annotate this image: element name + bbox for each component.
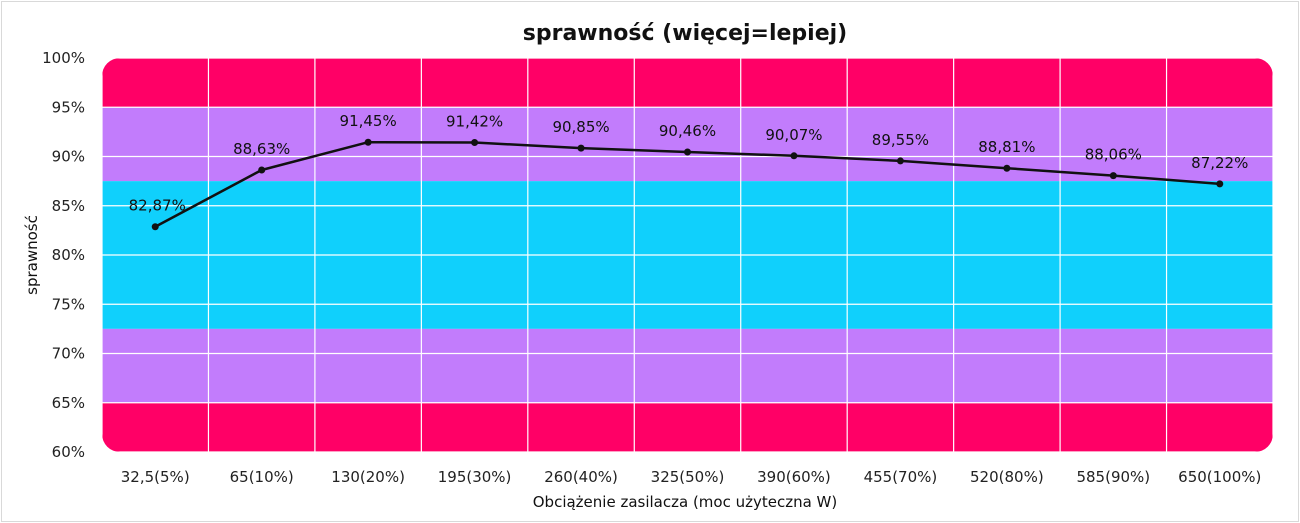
data-label: 88,06% xyxy=(1085,146,1142,164)
x-tick-label: 130(20%) xyxy=(331,468,405,486)
data-label: 82,87% xyxy=(129,197,186,215)
x-tick-label: 32,5(5%) xyxy=(121,468,190,486)
x-tick-label: 455(70%) xyxy=(864,468,938,486)
y-tick-label: 100% xyxy=(42,49,85,67)
data-point xyxy=(1003,164,1011,172)
y-tick-label: 75% xyxy=(52,295,85,313)
data-point xyxy=(258,166,266,174)
data-point xyxy=(471,139,479,147)
data-point xyxy=(1109,172,1117,180)
data-label: 90,85% xyxy=(552,118,609,136)
data-label: 88,81% xyxy=(978,138,1035,156)
data-point xyxy=(1216,180,1224,188)
gridlines xyxy=(102,58,1273,452)
data-point xyxy=(896,157,904,165)
y-tick-label: 95% xyxy=(52,98,85,116)
data-label: 91,45% xyxy=(340,112,397,130)
x-tick-label: 325(50%) xyxy=(651,468,725,486)
data-point xyxy=(790,152,798,160)
data-label: 90,46% xyxy=(659,122,716,140)
y-tick-label: 65% xyxy=(52,394,85,412)
data-point xyxy=(577,144,585,152)
x-tick-label: 390(60%) xyxy=(757,468,831,486)
data-label: 90,07% xyxy=(765,126,822,144)
y-axis-label: sprawność xyxy=(23,215,41,295)
y-tick-label: 85% xyxy=(52,197,85,215)
data-label: 88,63% xyxy=(233,140,290,158)
background-band-4 xyxy=(102,402,1273,452)
data-label: 89,55% xyxy=(872,131,929,149)
y-tick-label: 70% xyxy=(52,345,85,363)
y-axis-ticks: 100% 95% 90% 85% 80% 75% 70% 65% 60% xyxy=(42,49,85,461)
series-efficiency: 82,87% 88,63% 91,45% 91,42% 90,85% 90,46% 90,0… xyxy=(129,112,1248,231)
x-tick-label: 650(100%) xyxy=(1178,468,1261,486)
data-point xyxy=(364,138,372,146)
x-axis-label: Obciążenie zasilacza (moc użyteczna W) xyxy=(533,493,838,511)
y-tick-label: 60% xyxy=(52,443,85,461)
data-label: 91,42% xyxy=(446,113,503,131)
data-point xyxy=(684,148,691,156)
x-tick-label: 520(80%) xyxy=(970,468,1044,486)
background-band-3 xyxy=(102,328,1273,403)
data-point xyxy=(151,223,159,231)
x-tick-label: 585(90%) xyxy=(1076,468,1150,486)
chart-title: sprawność (więcej=lepiej) xyxy=(523,21,847,46)
y-tick-label: 90% xyxy=(52,148,85,166)
x-tick-label: 260(40%) xyxy=(544,468,618,486)
y-tick-label: 80% xyxy=(52,246,85,264)
x-tick-label: 195(30%) xyxy=(438,468,512,486)
x-tick-label: 65(10%) xyxy=(230,468,294,486)
background-band-0 xyxy=(102,58,1273,108)
x-axis-ticks: 32,5(5%) 65(10%) 130(20%) 195(30%) 260(40%) 3… xyxy=(121,468,1262,486)
background-band-1 xyxy=(102,107,1273,182)
data-label: 87,22% xyxy=(1191,154,1248,172)
